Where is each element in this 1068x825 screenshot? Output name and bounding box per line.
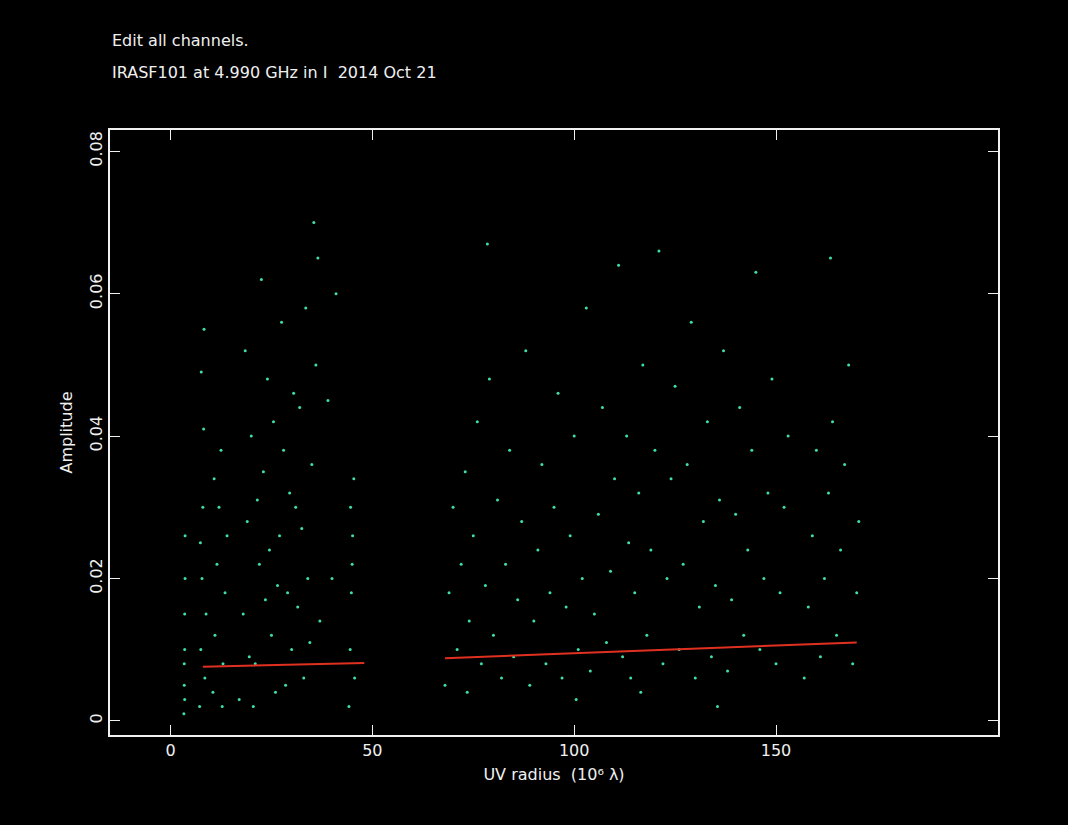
svg-text:0: 0 <box>87 713 106 723</box>
svg-text:50: 50 <box>362 741 382 760</box>
svg-text:UV radius (10⁶ λ): UV radius (10⁶ λ) <box>483 765 624 784</box>
svg-text:Edit all channels.: Edit all channels. <box>112 31 249 50</box>
svg-text:150: 150 <box>761 741 792 760</box>
svg-text:0.04: 0.04 <box>87 416 106 452</box>
svg-text:0: 0 <box>165 741 175 760</box>
svg-text:0.02: 0.02 <box>87 558 106 594</box>
svg-text:Amplitude: Amplitude <box>57 392 76 474</box>
svg-text:0.08: 0.08 <box>87 131 106 167</box>
svg-text:0.06: 0.06 <box>87 273 106 309</box>
svg-text:IRASF101 at 4.990 GHz in I 20: IRASF101 at 4.990 GHz in I 2014 Oct 21 <box>112 63 437 82</box>
svg-text:100: 100 <box>559 741 590 760</box>
